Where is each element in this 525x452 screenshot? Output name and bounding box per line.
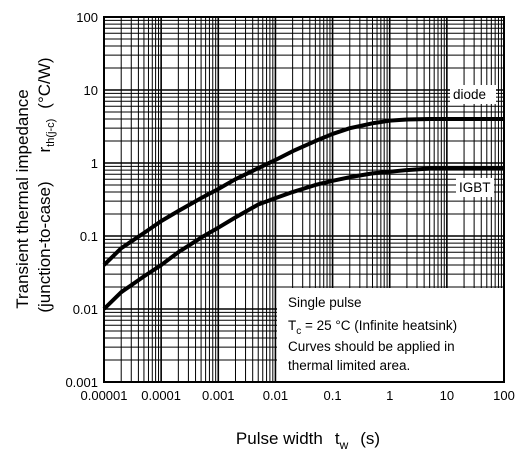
y-axis-label-group-3: rth(j-c) (°C/W) [35,58,57,153]
curves [102,117,504,311]
tick-labels: 0.00001 0.0001 0.001 0.01 0.1 1 10 100 0.001 0.01… [65,10,514,403]
x-tick-label: 0.001 [202,388,235,403]
y-axis-label-line1: Transient thermal impedance [13,89,32,309]
annotation-box: Single pulse Tc = 25 °C (Infinite heatsi… [277,288,503,382]
annotation-symbol: T [288,318,296,333]
y-axis-symbol-label: rth(j-c) (°C/W) [35,58,57,153]
series-label-diode: diode [453,87,486,102]
y-tick-label: 0.1 [80,229,98,244]
annotation-line-3: Curves should be applied in [288,339,455,354]
annotation-condition: = 25 °C (Infinite heatsink) [301,318,457,333]
y-axis-unit: (°C/W) [35,58,54,109]
y-axis-symbol: r [35,146,54,152]
annotation-line-2: Tc = 25 °C (Infinite heatsink) [288,318,457,337]
x-axis-label-main: Pulse width [236,429,323,448]
x-axis-symbol: t [335,429,340,448]
y-axis-label-line2: (junction-to-case) [35,181,54,312]
series-label-igbt: IGBT [459,180,491,195]
y-tick-label: 100 [76,10,98,25]
x-axis-symbol-subscript: w [339,438,349,452]
y-tick-label: 10 [84,83,98,98]
y-tick-label: 0.01 [73,302,98,317]
x-tick-label: 1 [386,388,393,403]
x-tick-label: 100 [493,388,515,403]
x-tick-label: 0.01 [263,388,288,403]
x-axis-label: Pulse width tw (s) [236,429,380,452]
y-tick-label: 1 [91,156,98,171]
series-labels: diode IGBT [450,85,496,197]
x-tick-label: 10 [440,388,454,403]
annotation-symbol-subscript: c [296,326,301,337]
series-line-igbt [102,166,504,311]
y-tick-label: 0.001 [65,375,98,390]
annotation-line-4: thermal limited area. [288,358,410,373]
diode-label-background [450,85,496,104]
y-axis-symbol-subscript: th(j-c) [45,119,57,147]
x-tick-label: 0.00001 [81,388,128,403]
annotation-background [277,288,503,382]
y-axis-label-group-2: (junction-to-case) [35,181,54,312]
x-tick-label: 0.0001 [141,388,181,403]
x-axis-unit: (s) [360,429,380,448]
igbt-label-background [456,178,494,197]
annotation-line-1: Single pulse [288,295,362,310]
plot-frame [103,16,505,383]
x-tick-label: 0.1 [324,388,342,403]
y-axis-label-group: Transient thermal impedance [13,89,32,309]
series-line-diode [102,117,504,267]
